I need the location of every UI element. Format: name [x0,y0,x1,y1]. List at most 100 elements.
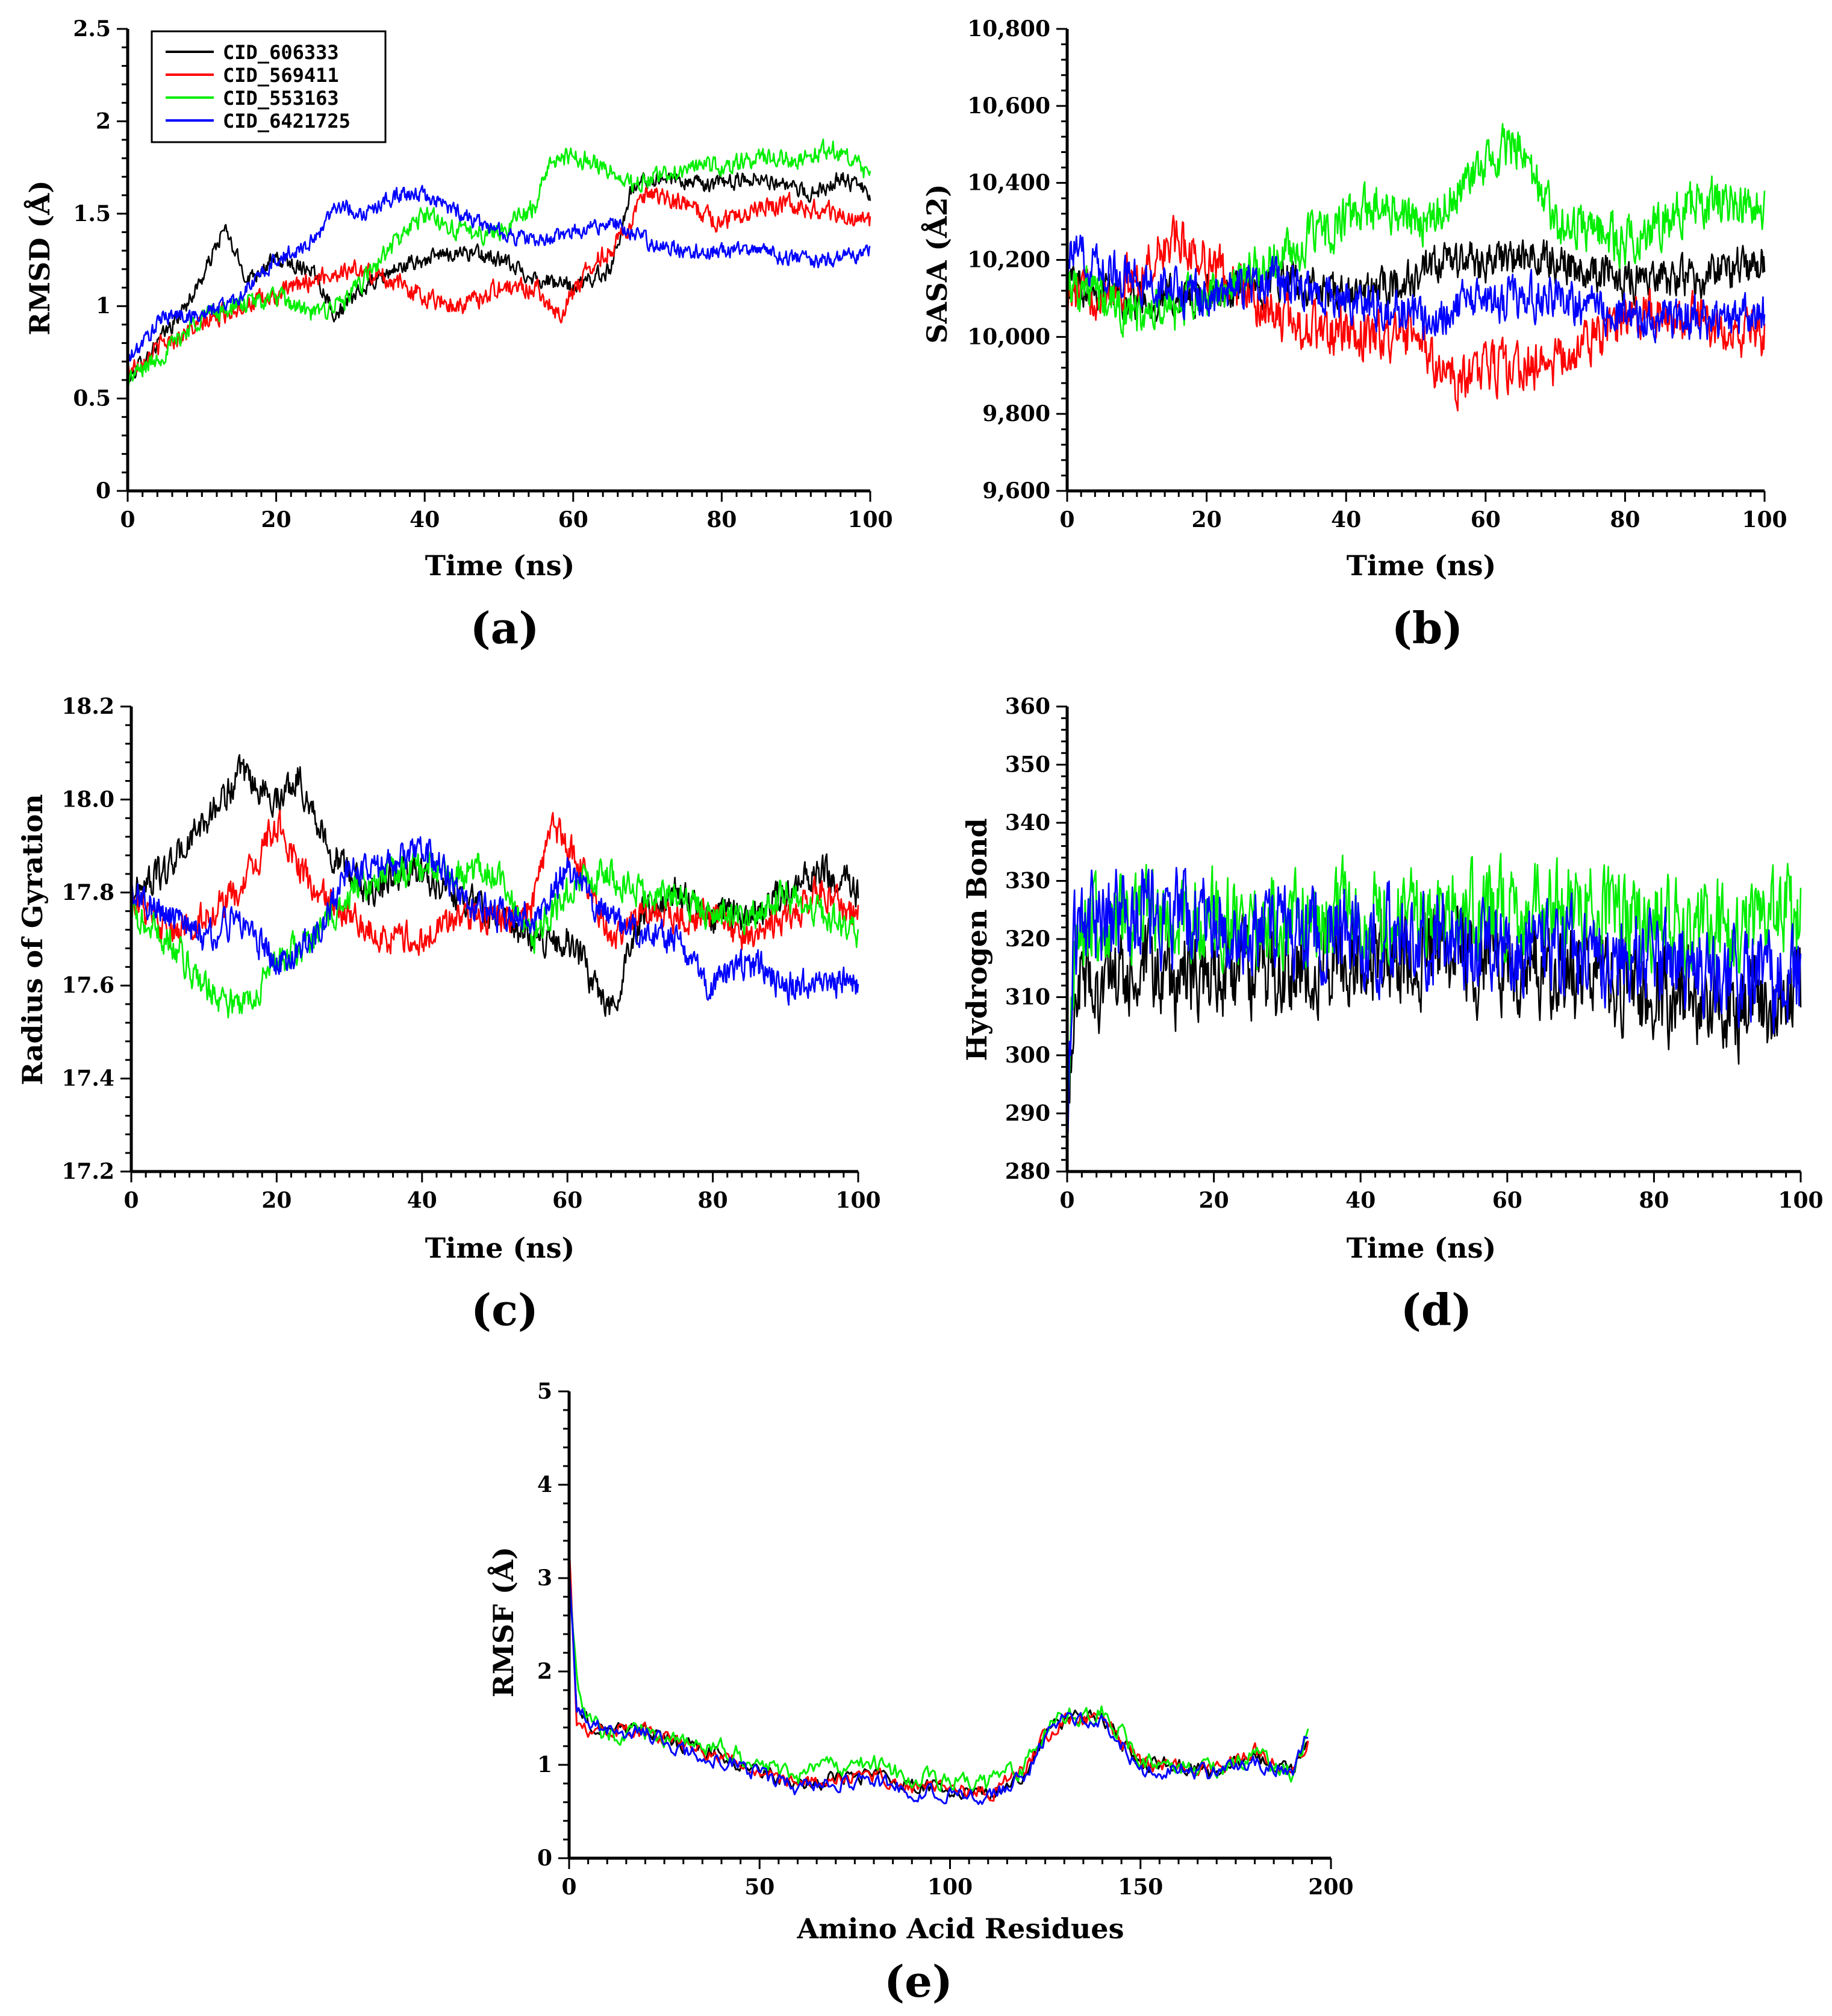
y-tick-label-a: 1.5 [73,201,111,226]
rmsd-series-lines [126,139,871,387]
x-tick-label-d: 60 [1492,1188,1522,1213]
rg-y-axis-title: Radius of Gyration [16,794,49,1085]
sasa-axes: 0 20 40 60 80 100 9,600 9,800 10,000 10,200 10,400… [967,16,1787,532]
y-tick-label-c: 17.6 [61,973,114,998]
x-tick-label-b: 80 [1610,507,1640,532]
legend-label-cid-606333: CID_606333 [223,41,339,64]
y-tick-label-b: 10,600 [967,93,1050,119]
rg-series-lines [130,754,859,1019]
rmsd-axes: 0 20 40 60 80 100 0 0.5 1 1.5 2 2.5 [73,16,893,532]
y-tick-label-a: 2 [96,108,111,134]
series-line-c-cid-553163 [131,851,859,1019]
series-line-a-cid-569411 [126,186,871,376]
x-tick-label-d: 40 [1345,1188,1376,1213]
rg-x-axis-title: Time (ns) [425,1232,575,1264]
sasa-panel-label: (b) [1392,602,1463,654]
series-line-e-cid-569411 [568,1544,1309,1802]
x-tick-label-c: 40 [407,1188,437,1213]
y-tick-label-c: 17.4 [61,1066,114,1091]
hbond-series-lines [1066,852,1802,1135]
sasa-y-axis-title: SASA (Å2) [920,184,953,343]
y-tick-label-b: 9,800 [982,401,1050,426]
x-tick-label-a: 40 [410,507,440,532]
rmsf-panel-label: (e) [884,1956,953,2007]
y-tick-label-e: 0 [537,1846,552,1871]
x-tick-label-b: 0 [1059,507,1074,532]
sasa-x-axis-title: Time (ns) [1347,549,1497,582]
x-tick-label-b: 40 [1331,507,1361,532]
hbond-x-axis-title: Time (ns) [1347,1232,1497,1264]
x-tick-label-c: 100 [835,1188,880,1213]
y-tick-label-c: 18.0 [61,787,114,812]
series-line-b-cid-6421725 [1066,234,1766,344]
rg-panel-label: (c) [471,1284,538,1335]
rmsd-x-axis-title: Time (ns) [425,549,575,582]
y-tick-label-a: 0 [96,478,111,504]
rmsd-y-axis-title: RMSD (Å) [23,180,56,335]
sasa-series-lines [1066,123,1766,412]
y-tick-label-b: 10,800 [967,16,1050,42]
legend-label-cid-569411: CID_569411 [223,64,339,87]
legend-box [151,30,387,143]
x-tick-label-c: 60 [552,1188,582,1213]
series-line-b-cid-569411 [1066,214,1766,412]
x-tick-label-e: 0 [561,1874,576,1900]
y-tick-label-d: 300 [1005,1043,1050,1068]
y-tick-label-d: 320 [1005,926,1050,952]
y-tick-label-d: 360 [1005,694,1050,719]
legend-item-cid-553163: CID_553163 [166,87,339,110]
legend-item-cid-6421725: CID_6421725 [166,110,351,133]
x-tick-label-b: 60 [1471,507,1501,532]
rmsd-panel-label: (a) [470,602,540,654]
y-tick-label-c: 17.2 [61,1159,114,1184]
chart-panel-hydrogen-bond: 0 20 40 60 80 100280290300310320330340350360 … [961,694,1824,1335]
x-tick-label-b: 100 [1742,507,1787,532]
x-tick-label-d: 80 [1639,1188,1669,1213]
rmsf-y-axis-title: RMSF (Å) [487,1547,520,1697]
rmsf-axes: 0 50 100 150 200 0 1 2 3 4 5 [537,1379,1354,1900]
x-tick-label-a: 60 [558,507,588,532]
x-tick-label-d: 20 [1199,1188,1229,1213]
y-tick-label-d: 350 [1005,752,1050,778]
x-tick-label-d: 100 [1778,1188,1823,1213]
y-tick-label-c: 17.8 [61,880,114,905]
legend: CID_606333 CID_569411 CID_553163 CID_642… [151,30,387,143]
x-tick-label-c: 80 [698,1188,728,1213]
hbond-panel-label: (d) [1401,1284,1472,1335]
y-tick-label-d: 290 [1005,1101,1050,1126]
series-line-e-cid-6421725 [568,1563,1309,1805]
rmsf-series-lines [568,1544,1309,1805]
x-tick-label-e: 150 [1118,1874,1163,1900]
y-tick-label-d: 310 [1005,985,1050,1010]
x-tick-label-a: 20 [261,507,291,532]
hbond-y-axis-title: Hydrogen Bond [961,818,993,1061]
series-line-e-cid-553163 [568,1582,1309,1792]
legend-label-cid-553163: CID_553163 [223,87,339,110]
y-tick-label-d: 340 [1005,810,1050,835]
rmsf-x-axis-title: Amino Acid Residues [797,1912,1124,1945]
x-tick-label-a: 100 [847,507,893,532]
legend-item-cid-569411: CID_569411 [166,64,339,87]
y-tick-label-e: 2 [537,1659,552,1684]
y-tick-label-e: 4 [537,1472,552,1497]
y-tick-label-b: 10,000 [967,324,1050,349]
y-tick-label-e: 3 [537,1565,552,1591]
y-tick-label-e: 1 [537,1752,552,1777]
series-line-d-cid-6421725 [1066,867,1802,1135]
y-tick-label-d: 330 [1005,869,1050,894]
x-tick-label-b: 20 [1192,507,1222,532]
x-tick-label-e: 100 [927,1874,973,1900]
rg-axes: 0 20 40 60 80 100 17.2 17.4 17.6 17.8 18.0 18.2 [61,694,880,1213]
series-line-a-cid-606333 [126,171,871,382]
y-tick-label-a: 2.5 [73,16,111,42]
y-tick-label-b: 10,400 [967,170,1050,196]
y-tick-label-a: 0.5 [73,386,111,411]
chart-panel-rmsd: 0 20 40 60 80 100 0 0.5 1 1.5 2 2.5 Time (ns) RMSD … [23,16,893,654]
x-tick-label-e: 50 [744,1874,774,1900]
y-tick-label-c: 18.2 [61,694,114,719]
y-tick-label-b: 9,600 [982,478,1050,504]
y-tick-label-a: 1 [96,293,111,319]
x-tick-label-a: 80 [706,507,737,532]
y-tick-label-e: 5 [537,1379,552,1404]
x-tick-label-e: 200 [1308,1874,1353,1900]
